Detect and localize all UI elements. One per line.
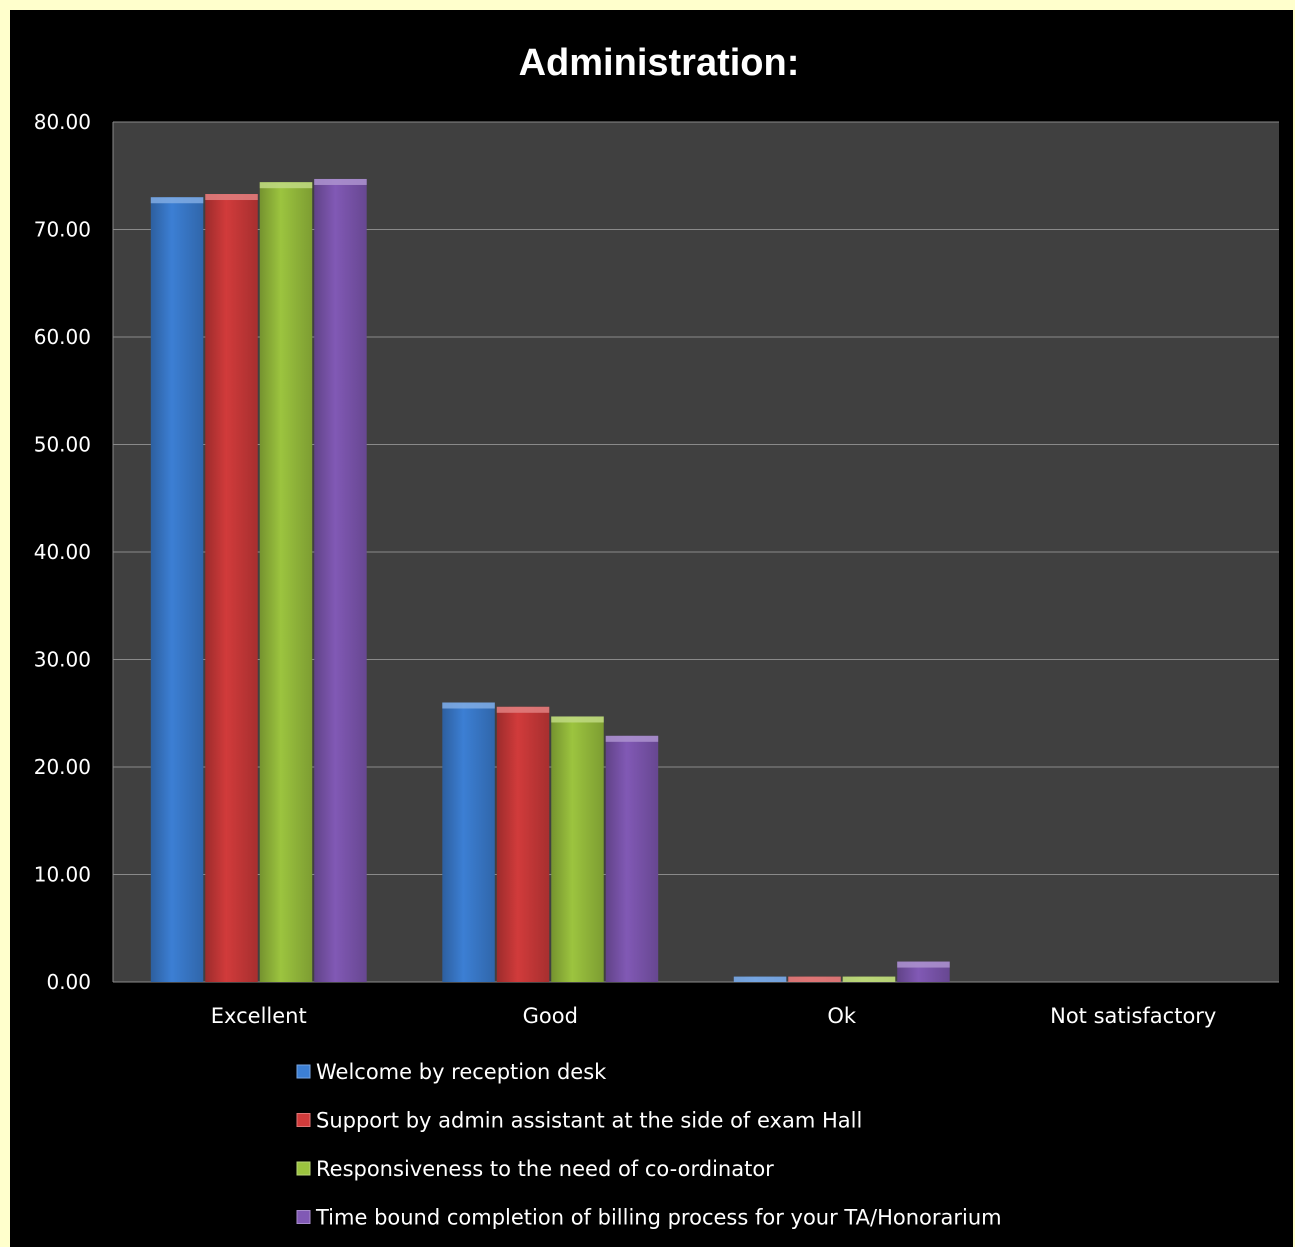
- legend: Welcome by reception desk Support by admi…: [296, 1060, 1002, 1230]
- y-tick-label: 0.00: [46, 970, 91, 994]
- bar-top-highlight: [259, 182, 313, 189]
- bar-top-highlight: [897, 961, 950, 968]
- bar-top-highlight: [788, 976, 841, 982]
- bar-excellent-series-2: [205, 194, 258, 982]
- bar-top-highlight: [442, 702, 495, 709]
- bar-excellent-series-4: [314, 178, 367, 983]
- chart-title: Administration:: [519, 42, 800, 84]
- y-tick-label: 20.00: [34, 755, 91, 779]
- legend-label: Support by admin assistant at the side o…: [316, 1109, 862, 1133]
- x-category-label: Ok: [827, 1004, 857, 1028]
- bar-top-highlight: [496, 706, 550, 713]
- bar-top-highlight: [605, 735, 659, 742]
- y-axis-ticks: 0.00 10.00 20.00 30.00 40.00 50.00 60.00 70.00 8…: [34, 110, 91, 994]
- bar-top-highlight: [733, 976, 787, 982]
- legend-label: Responsiveness to the need of co-ordinat…: [316, 1157, 774, 1181]
- bar-top-highlight: [314, 178, 367, 185]
- y-tick-label: 30.00: [34, 648, 91, 672]
- bar-good-series-3: [551, 716, 604, 982]
- x-axis-labels: Excellent Good Ok Not satisfactory: [211, 1004, 1217, 1028]
- legend-label: Welcome by reception desk: [316, 1060, 607, 1084]
- bar-top-highlight: [842, 976, 896, 982]
- bar-excellent-series-1: [150, 197, 204, 982]
- legend-swatch: [296, 1064, 311, 1079]
- bar-good-series-4: [605, 735, 659, 982]
- legend-swatch: [296, 1210, 311, 1224]
- legend-swatch: [296, 1113, 311, 1127]
- bar-good-series-2: [496, 706, 550, 982]
- bars: [150, 178, 950, 983]
- x-category-label: Not satisfactory: [1050, 1004, 1216, 1028]
- x-category-label: Good: [523, 1004, 578, 1028]
- y-tick-label: 60.00: [34, 325, 91, 349]
- bar-top-highlight: [551, 716, 604, 723]
- y-tick-label: 80.00: [34, 110, 91, 134]
- legend-swatch: [296, 1161, 311, 1176]
- y-tick-label: 10.00: [34, 863, 91, 887]
- y-tick-label: 50.00: [34, 433, 91, 457]
- x-category-label: Excellent: [211, 1004, 307, 1028]
- legend-label: Time bound completion of billing process…: [315, 1206, 1002, 1230]
- bar-excellent-series-3: [259, 182, 313, 982]
- bar-good-series-1: [442, 702, 495, 982]
- y-tick-label: 40.00: [34, 540, 91, 564]
- bar-top-highlight: [150, 197, 204, 204]
- y-tick-label: 70.00: [34, 218, 91, 242]
- bar-top-highlight: [205, 194, 258, 201]
